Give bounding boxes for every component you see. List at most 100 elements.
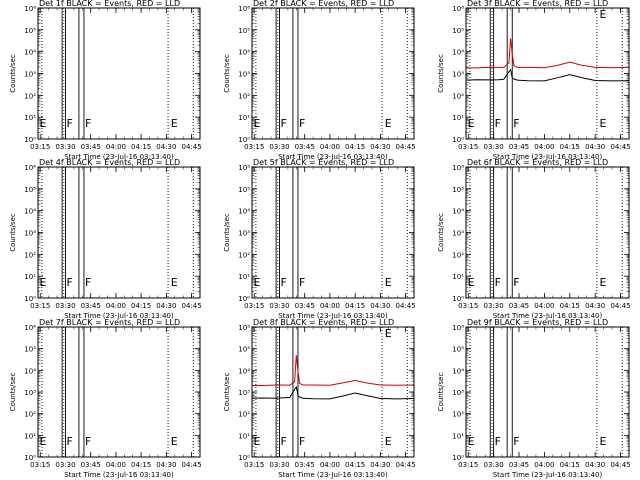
x-tick-label: 03:30: [269, 143, 289, 151]
event-letter: F: [495, 117, 501, 130]
plot-frame: [465, 166, 630, 299]
event-letter: E: [40, 435, 47, 448]
y-tick-label: 10⁴: [24, 49, 36, 57]
x-tick-label: 03:30: [484, 143, 504, 151]
y-tick-label: 10⁰: [24, 454, 36, 462]
y-tick-label: 10³: [238, 71, 250, 79]
event-letter: F: [66, 117, 72, 130]
y-tick-label: 10⁵: [24, 27, 36, 35]
event-letter: E: [385, 276, 392, 289]
panel-title: Det 4f BLACK = Events, RED = LLD: [39, 158, 180, 167]
y-tick-label: 10²: [452, 251, 464, 259]
event-letter: F: [66, 276, 72, 289]
x-tick-label: 04:00: [534, 302, 554, 310]
y-tick-label: 10⁶: [238, 164, 250, 172]
y-tick-label: 10¹: [238, 432, 250, 440]
x-tick-label: 03:45: [81, 461, 101, 469]
y-tick-label: 10³: [452, 230, 464, 238]
y-tick-label: 10¹: [24, 273, 36, 281]
chart-panel: Det 7f BLACK = Events, RED = LLD Counts/s…: [9, 318, 202, 479]
y-axis-label: Counts/sec: [223, 54, 231, 93]
x-tick-label: 04:45: [395, 143, 415, 151]
x-tick-label: 04:45: [610, 461, 630, 469]
y-tick-label: 10⁴: [24, 208, 36, 216]
y-tick-label: 10⁰: [452, 136, 464, 144]
x-axis-label: Start Time (23-Jul-16 03:13:40): [493, 153, 603, 161]
y-tick-label: 10⁰: [24, 136, 36, 144]
x-tick-label: 04:45: [395, 302, 415, 310]
x-tick-label: 03:30: [484, 461, 504, 469]
x-tick-label: 03:15: [244, 143, 264, 151]
x-axis-label: Start Time (23-Jul-16 03:13:40): [64, 312, 174, 320]
y-tick-label: 10¹: [452, 273, 464, 281]
y-tick-label: 10⁰: [238, 136, 250, 144]
event-letter: F: [513, 117, 519, 130]
y-tick-label: 10³: [452, 389, 464, 397]
events-series-line: [251, 385, 415, 400]
y-tick-label: 10⁶: [24, 5, 36, 13]
x-tick-label: 03:30: [269, 302, 289, 310]
event-letter: E: [254, 435, 261, 448]
y-tick-label: 10²: [24, 251, 36, 259]
x-axis-label: Start Time (23-Jul-16 03:13:40): [278, 312, 388, 320]
x-tick-label: 04:00: [320, 143, 340, 151]
y-tick-label: 10⁶: [24, 324, 36, 332]
y-tick-label: 10²: [452, 411, 464, 419]
x-tick-label: 03:15: [458, 302, 478, 310]
y-tick-label: 10⁵: [24, 346, 36, 354]
x-tick-label: 03:30: [55, 143, 75, 151]
x-tick-label: 04:45: [181, 461, 201, 469]
event-letter: F: [495, 276, 501, 289]
x-tick-label: 03:45: [509, 143, 529, 151]
chart-panel: Det 4f BLACK = Events, RED = LLD Counts/s…: [9, 158, 202, 320]
x-tick-label: 03:45: [295, 302, 315, 310]
event-letter: E: [254, 276, 261, 289]
panel-title: Det 1f BLACK = Events, RED = LLD: [39, 0, 180, 8]
x-tick-label: 04:30: [585, 143, 605, 151]
x-tick-label: 04:45: [610, 143, 630, 151]
x-axis-label: Start Time (23-Jul-16 03:13:40): [493, 312, 603, 320]
panel-title: Det 9f BLACK = Events, RED = LLD: [467, 318, 608, 327]
y-tick-label: 10¹: [452, 432, 464, 440]
x-tick-label: 03:15: [30, 143, 50, 151]
x-tick-label: 03:45: [509, 302, 529, 310]
y-tick-label: 10⁶: [452, 324, 464, 332]
plot-frame: [37, 166, 201, 299]
chart-panel: Det 6f BLACK = Events, RED = LLD Counts/s…: [437, 158, 631, 320]
x-tick-label: 03:30: [55, 461, 75, 469]
x-tick-label: 04:30: [370, 302, 390, 310]
x-tick-label: 03:15: [244, 461, 264, 469]
event-letter: F: [280, 276, 286, 289]
y-axis-label: Counts/sec: [9, 213, 17, 252]
event-letter: E: [600, 276, 607, 289]
y-tick-label: 10⁰: [452, 295, 464, 303]
y-tick-label: 10²: [238, 251, 250, 259]
y-axis-label: Counts/sec: [223, 373, 231, 412]
y-tick-label: 10⁴: [452, 208, 464, 216]
event-letter: F: [513, 435, 519, 448]
x-tick-label: 03:45: [81, 302, 101, 310]
x-axis-label: Start Time (23-Jul-16 03:13:40): [278, 153, 388, 161]
event-letter: F: [299, 276, 305, 289]
plot-frame: [37, 7, 201, 140]
x-tick-label: 04:30: [156, 461, 176, 469]
events-series-line: [465, 68, 630, 82]
event-letter: F: [495, 435, 501, 448]
y-tick-label: 10⁴: [238, 367, 250, 375]
y-tick-label: 10²: [238, 411, 250, 419]
event-letter: F: [85, 276, 91, 289]
plot-frame: [465, 326, 630, 458]
y-tick-label: 10⁴: [24, 367, 36, 375]
x-tick-label: 03:30: [484, 302, 504, 310]
x-tick-label: 03:15: [244, 302, 264, 310]
event-letter: E: [40, 117, 47, 130]
x-tick-label: 04:00: [320, 302, 340, 310]
y-tick-label: 10³: [24, 389, 36, 397]
y-axis-label: Counts/sec: [437, 373, 445, 412]
event-letter: E: [468, 435, 475, 448]
event-letter: E: [254, 117, 261, 130]
y-tick-label: 10³: [24, 230, 36, 238]
event-letter: F: [299, 435, 305, 448]
x-tick-label: 04:15: [345, 461, 365, 469]
